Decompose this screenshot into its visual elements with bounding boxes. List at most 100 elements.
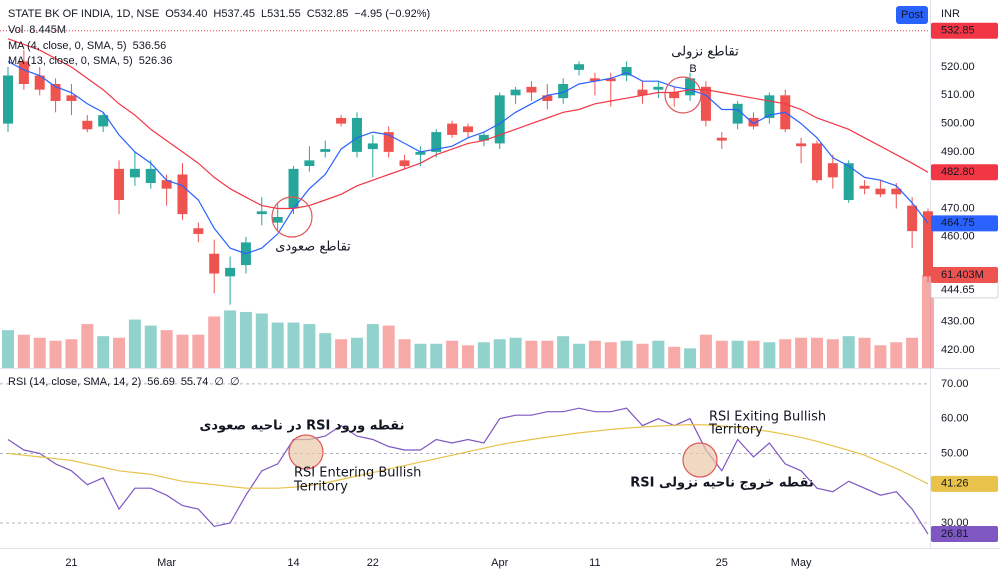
volume-bar: [858, 337, 871, 368]
volume-bar: [49, 340, 62, 368]
volume-bar: [699, 334, 712, 368]
volume-bar: [541, 340, 554, 368]
annotation-circle: [682, 442, 718, 478]
annotations: تقاطع صعودی تقاطع نزولی B نقطه ورود RSI …: [199, 45, 826, 495]
volume-bar: [826, 339, 839, 368]
candle-body: [336, 117, 347, 124]
volume-bar: [208, 316, 221, 368]
currency-label: INR: [941, 8, 960, 20]
post-button-label[interactable]: Post: [901, 9, 923, 21]
candle-body: [510, 89, 521, 96]
y-tick-label: 460.00: [941, 231, 975, 243]
annotation-text: تقاطع صعودی: [275, 240, 351, 255]
x-tick-label: 22: [367, 557, 379, 569]
volume-bar: [731, 340, 744, 368]
legend-name: RSI (14, close, SMA, 14, 2): [8, 376, 141, 388]
value-tag-label: 532.85: [941, 25, 975, 37]
x-tick-label: 11: [589, 557, 600, 569]
candle-body: [161, 180, 172, 189]
candle-body: [145, 168, 156, 184]
annotation-circle: [288, 434, 324, 470]
candle-body: [891, 188, 902, 195]
candle-body: [574, 64, 585, 70]
candle-body: [82, 120, 93, 130]
rsi-layer: [0, 383, 930, 535]
candle-body: [605, 78, 616, 82]
rsi-line: [7, 407, 929, 535]
volume-bar: [430, 343, 443, 368]
candle-body: [98, 115, 109, 127]
volume-bar: [509, 337, 522, 368]
volume-bar: [65, 339, 78, 368]
ohlc-value: O534.40: [165, 8, 207, 20]
candle-body: [637, 89, 648, 96]
y-tick-label: 70.00: [941, 378, 969, 390]
legend-name: MA (4, close, 0, SMA, 5): [8, 40, 127, 52]
post-button[interactable]: [896, 6, 928, 24]
moving-average-line: [7, 38, 929, 210]
volume-bar: [557, 336, 570, 368]
candle-body: [463, 126, 473, 133]
y-tick-label: 520.00: [941, 61, 975, 73]
y-tick-label: 430.00: [941, 316, 975, 328]
value-tag: [931, 164, 998, 181]
candle-body: [843, 163, 854, 200]
volume-bar: [350, 337, 363, 368]
volume-bar: [224, 310, 237, 368]
y-tick-label: 470.00: [941, 202, 975, 214]
volume-bar: [319, 333, 332, 368]
x-tick-label: 21: [65, 557, 77, 569]
volume-bar: [335, 339, 348, 368]
candle-body: [621, 67, 632, 76]
candle-body: [351, 117, 362, 152]
value-tag: [931, 22, 998, 39]
volume-bar: [446, 340, 459, 368]
annotation-text: Territory: [708, 423, 763, 438]
candle-body: [685, 78, 696, 96]
volume-bar: [795, 337, 808, 368]
volume-bar: [874, 345, 887, 368]
candle-body: [764, 95, 775, 118]
candle-body: [114, 168, 125, 200]
candle-body: [209, 253, 220, 274]
candle-body: [859, 185, 870, 189]
volume-bar: [192, 334, 205, 368]
candle-body: [558, 84, 569, 99]
candle-body: [50, 84, 61, 101]
candle-body: [288, 168, 299, 209]
value-tag-label: 464.75: [941, 217, 975, 229]
volume-bar: [287, 322, 300, 368]
candle-body: [653, 86, 664, 90]
volume-bar: [684, 348, 697, 368]
volume-bar: [414, 343, 427, 368]
y-tick-label: 30.00: [941, 517, 969, 529]
volume-bar: [128, 319, 141, 368]
volume-bar: [303, 324, 316, 368]
candle-body: [700, 86, 711, 121]
volume-bar: [906, 337, 919, 368]
x-tick-label: Apr: [491, 557, 508, 569]
volume-bar: [2, 330, 14, 368]
ohlc-value: H537.45: [213, 8, 255, 20]
candle-body: [383, 132, 394, 152]
volume-bar: [176, 334, 189, 368]
volume-bar: [462, 345, 474, 368]
candle-body: [526, 86, 537, 93]
candle-body: [129, 168, 140, 178]
volume-bar: [271, 322, 284, 368]
volume-bar: [239, 311, 252, 368]
volume-bar: [779, 339, 792, 368]
ohlc-value: −4.95 (−0.92%): [354, 8, 430, 20]
candle-body: [225, 267, 236, 277]
annotation-circle: [271, 196, 313, 238]
annotation-text: RSI Exiting Bullish: [709, 410, 826, 425]
candle-body: [478, 134, 489, 141]
legend-value: 55.74: [181, 376, 209, 388]
volume-bar: [842, 336, 855, 368]
candle-body: [18, 61, 29, 85]
candle-body: [320, 149, 331, 152]
candle-body: [193, 228, 204, 234]
candle-body: [399, 160, 410, 167]
candle-body: [542, 95, 553, 101]
